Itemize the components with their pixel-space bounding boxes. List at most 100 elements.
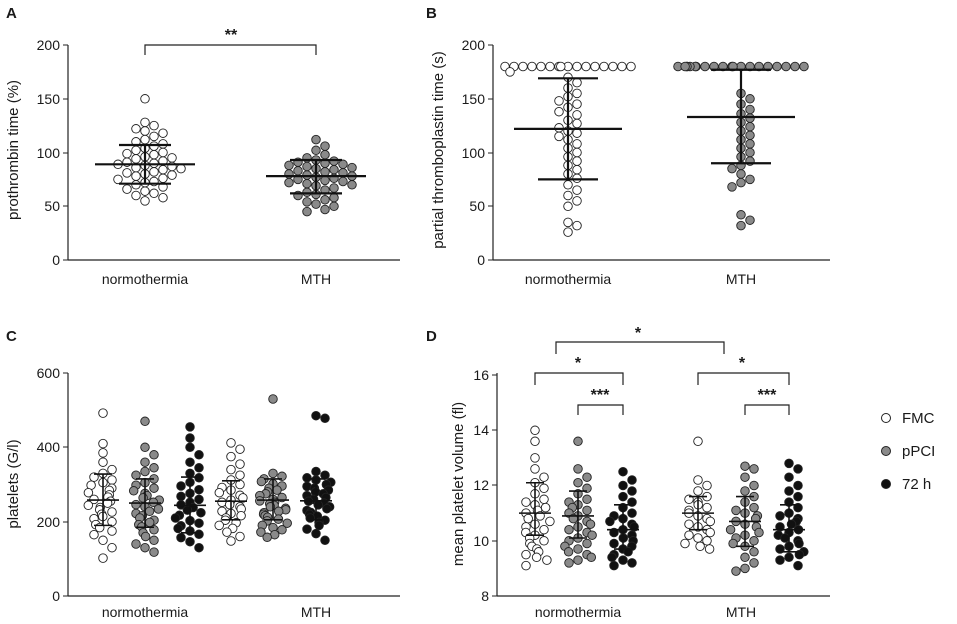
b-MTH-point [728, 183, 737, 192]
b-normothermia-point [564, 228, 573, 237]
c-normothermia-FMC-point [99, 536, 108, 545]
b-MTH-point [746, 122, 755, 131]
x-category-label: normothermia [525, 271, 612, 287]
c-normothermia-pPCI-point [132, 540, 141, 549]
d-MTH-pPCI-point [750, 465, 759, 474]
b-normothermia-point [573, 111, 582, 120]
d-normothermia-FMC-point [531, 437, 540, 446]
d-MTH-FMC-point [694, 487, 703, 496]
a-MTH-point [303, 207, 312, 216]
significance-bracket [698, 373, 789, 385]
c-normothermia-pPCI-point [141, 443, 150, 452]
data-marks-b [501, 62, 809, 236]
a-normothermia-point [150, 121, 159, 130]
a-MTH-point [312, 135, 321, 144]
d-normothermia-FMC-point [540, 525, 549, 534]
c-MTH-FMC-point [215, 488, 224, 497]
d-MTH-72h-point [785, 459, 794, 468]
b-normothermia-point [537, 62, 546, 71]
b-normothermia-point [573, 221, 582, 230]
c-normothermia-pPCI-point [150, 536, 159, 545]
d-MTH-pPCI-point [741, 487, 750, 496]
a-normothermia-point [177, 164, 186, 173]
c-MTH-72h-point [303, 474, 312, 483]
d-normothermia-FMC-point [531, 465, 540, 474]
data-marks-a [95, 95, 366, 216]
significance-stars: * [739, 355, 746, 372]
panel-d: mean platelet volume (fl) 8 10 12 14 16 … [450, 325, 830, 620]
d-MTH-FMC-point [694, 476, 703, 485]
a-MTH-point [312, 146, 321, 155]
d-MTH-FMC-point [694, 534, 703, 543]
d-normothermia-pPCI-point [565, 559, 574, 568]
legend-label-fmc: FMC [902, 410, 935, 427]
b-normothermia-point [557, 62, 566, 71]
b-MTH-point [746, 216, 755, 225]
d-MTH-FMC-point [685, 520, 694, 529]
a-MTH-point [285, 161, 294, 170]
d-MTH-pPCI-point [750, 537, 759, 546]
c-normothermia-72h-point [195, 464, 204, 473]
d-normothermia-72h-point [619, 556, 628, 565]
data-marks-d [519, 426, 808, 575]
y-tick-label: 200 [37, 37, 61, 53]
c-normothermia-FMC-point [84, 501, 93, 510]
b-MTH-point [681, 62, 690, 71]
d-MTH-72h-point [785, 473, 794, 482]
c-normothermia-pPCI-point [150, 484, 159, 493]
c-MTH-FMC-point [227, 537, 236, 546]
b-MTH-point [746, 105, 755, 114]
legend-label-72h: 72 h [902, 476, 931, 493]
c-normothermia-FMC-point [108, 465, 117, 474]
d-MTH-72h-point [785, 487, 794, 496]
d-MTH-72h-point [776, 512, 785, 521]
d-MTH-72h-point [794, 481, 803, 490]
significance-bracket [578, 405, 623, 415]
d-normothermia-pPCI-point [574, 545, 583, 554]
y-tick-label: 0 [52, 252, 60, 268]
y-tick-label: 10 [473, 533, 489, 549]
c-normothermia-FMC-point [99, 554, 108, 563]
significance-stars: * [575, 355, 582, 372]
panel-letter-c: C [6, 328, 17, 345]
d-MTH-FMC-point [706, 517, 715, 526]
c-normothermia-pPCI-point [141, 458, 150, 467]
d-MTH-pPCI-point [741, 462, 750, 471]
a-normothermia-point [159, 165, 168, 174]
panel-b: partial thromboplastin time (s) 0 50 100… [430, 37, 830, 287]
c-normothermia-FMC-point [99, 458, 108, 467]
d-normothermia-FMC-point [540, 495, 549, 504]
b-MTH-point [800, 62, 809, 71]
c-MTH-FMC-point [236, 471, 245, 480]
c-normothermia-pPCI-point [139, 494, 148, 503]
a-MTH-point [330, 202, 339, 211]
b-normothermia-point [573, 197, 582, 206]
y-tick-label: 600 [37, 365, 61, 381]
c-normothermia-FMC-point [90, 530, 99, 539]
b-normothermia-point [573, 119, 582, 128]
d-normothermia-pPCI-point [588, 531, 597, 540]
c-MTH-FMC-point [227, 452, 236, 461]
c-normothermia-72h-point [186, 434, 195, 443]
a-normothermia-point [150, 168, 159, 177]
d-normothermia-72h-point [606, 517, 615, 526]
b-normothermia-point [573, 186, 582, 195]
d-MTH-72h-point [781, 534, 790, 543]
a-normothermia-point [168, 171, 177, 180]
x-category-label: normothermia [102, 604, 189, 620]
c-normothermia-72h-point [186, 423, 195, 432]
c-MTH-FMC-point [215, 521, 224, 530]
d-normothermia-pPCI-point [583, 506, 592, 515]
b-normothermia-point [555, 107, 564, 116]
d-normothermia-pPCI-point [574, 556, 583, 565]
c-MTH-FMC-point [236, 532, 245, 541]
b-MTH-point [746, 95, 755, 104]
b-normothermia-point [618, 62, 627, 71]
d-normothermia-pPCI-point [574, 478, 583, 487]
a-normothermia-point [141, 118, 150, 127]
d-normothermia-pPCI-point [583, 495, 592, 504]
c-normothermia-72h-point [171, 514, 180, 523]
x-category-label: MTH [726, 271, 756, 287]
a-normothermia-point [132, 191, 141, 200]
d-normothermia-72h-point [610, 561, 619, 570]
